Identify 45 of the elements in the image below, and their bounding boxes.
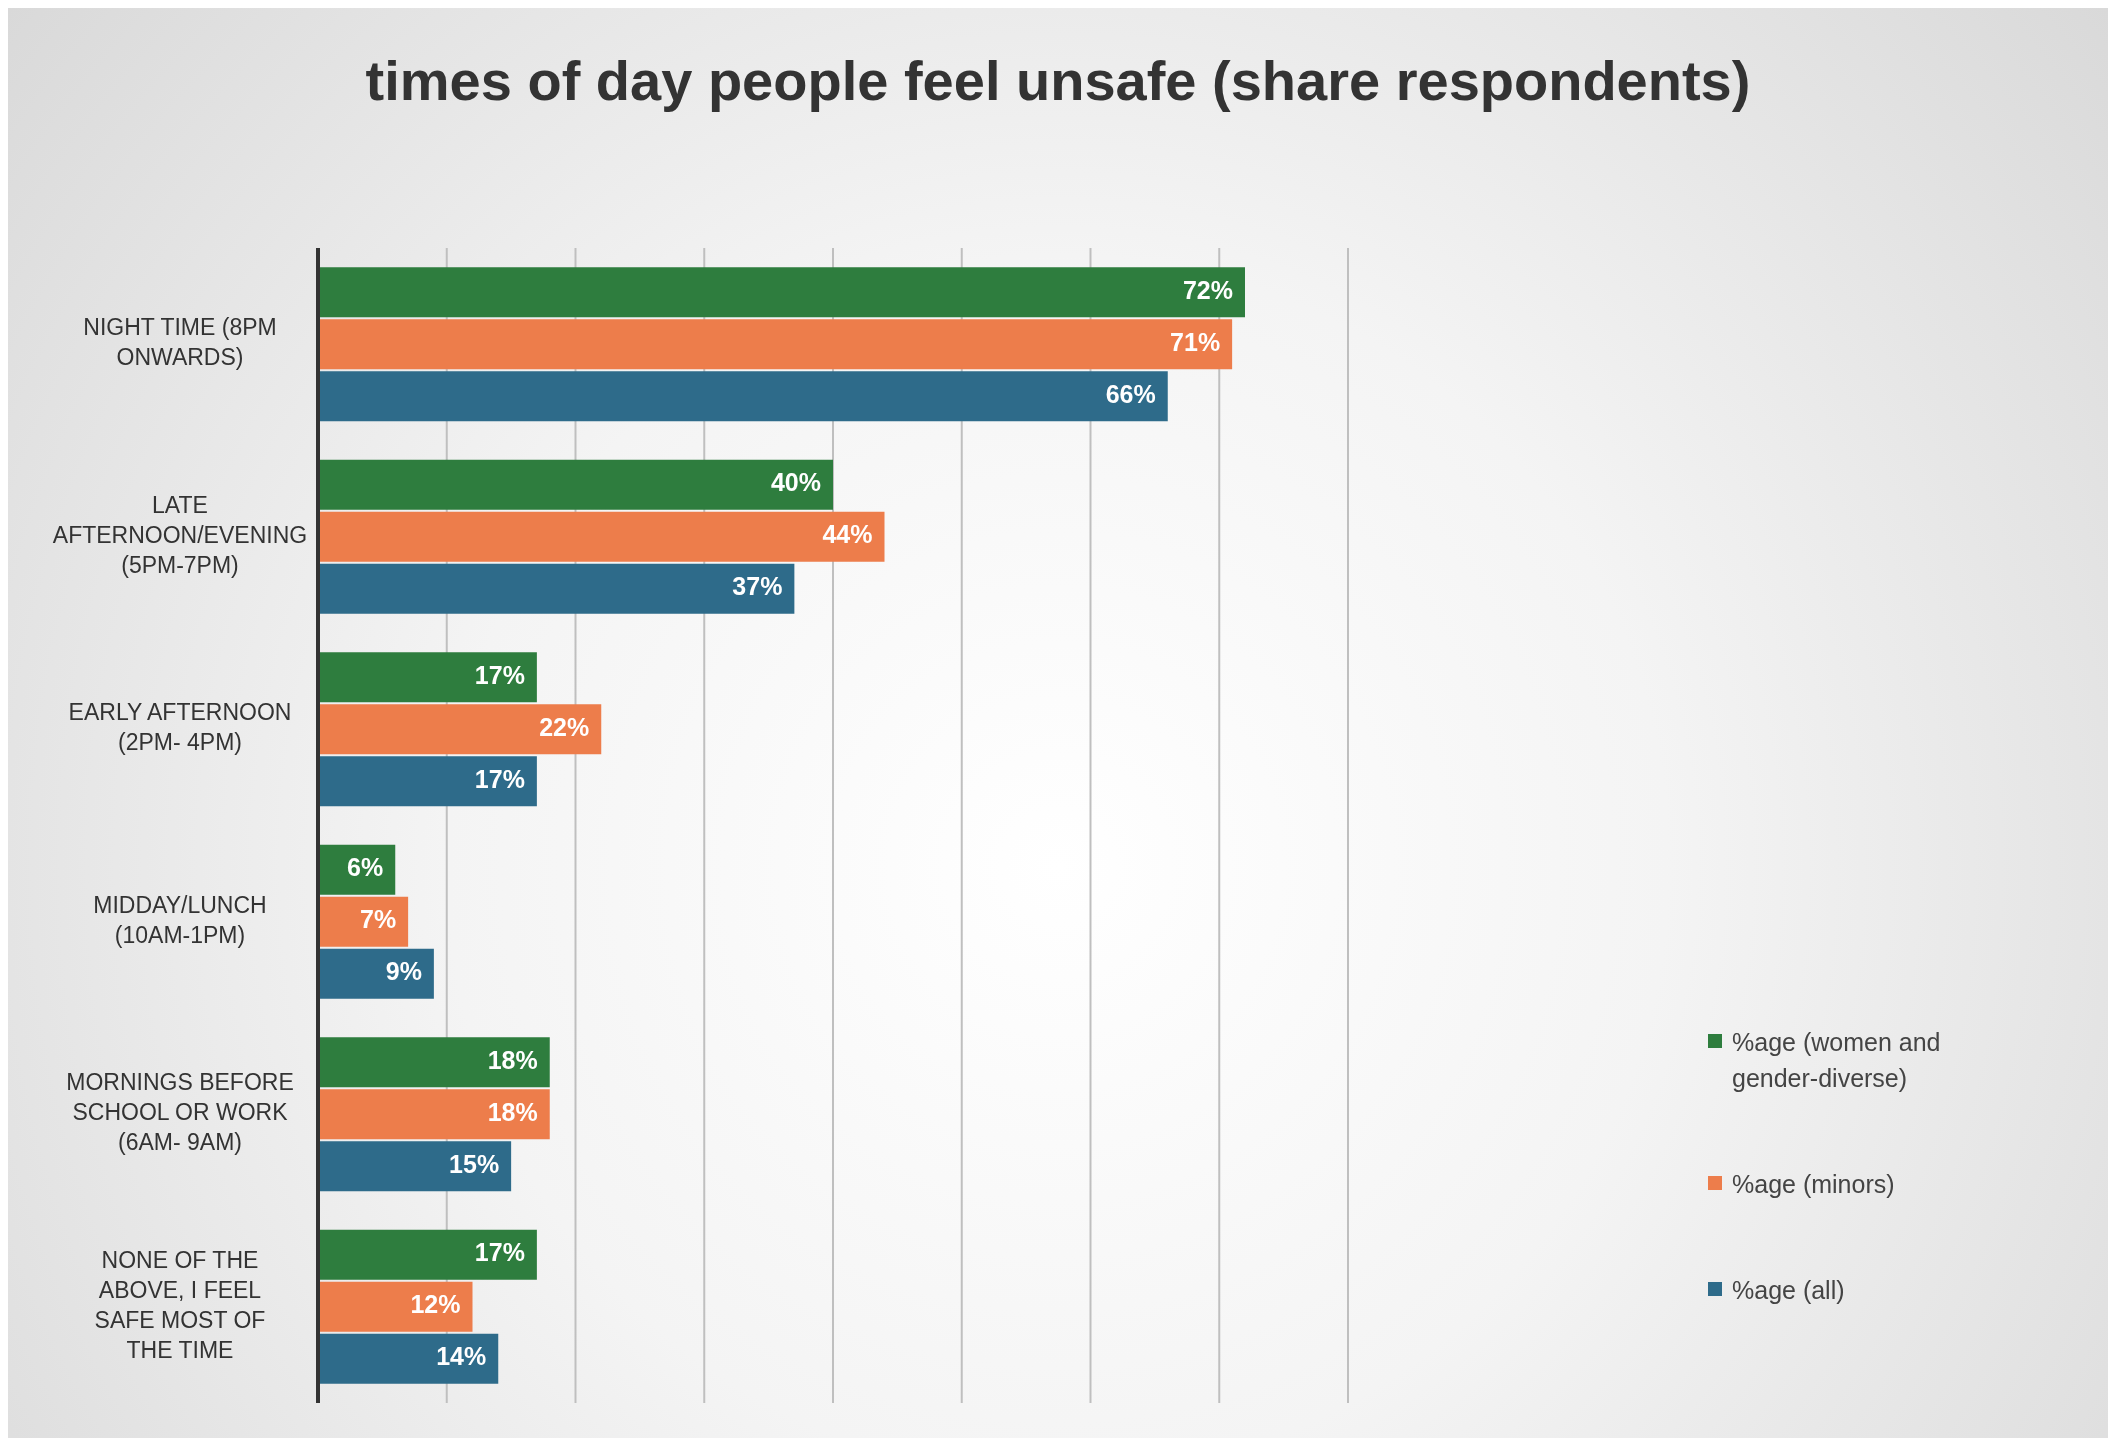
data-label: 17% xyxy=(474,1238,525,1267)
legend-label: %age (women and gender-diverse) xyxy=(1732,1027,1942,1094)
legend-label: %age (minors) xyxy=(1732,1169,1896,1200)
bar xyxy=(318,704,602,755)
data-label: 12% xyxy=(410,1290,461,1319)
y-tick-label: LATE AFTERNOON/EVENING (5PM-7PM) xyxy=(52,491,308,578)
data-label: 15% xyxy=(449,1149,500,1178)
y-tick-label: MORNINGS BEFORE SCHOOL OR WORK (6AM- 9AM) xyxy=(66,1069,294,1156)
data-label: 37% xyxy=(732,572,783,601)
bar xyxy=(318,371,1168,422)
data-label: 18% xyxy=(487,1045,538,1074)
data-label: 18% xyxy=(487,1097,538,1126)
bar xyxy=(318,319,1233,370)
data-label: 9% xyxy=(385,957,422,986)
data-label: 40% xyxy=(770,468,821,497)
bar xyxy=(318,756,537,807)
bar xyxy=(318,1141,512,1192)
y-tick-label: EARLY AFTERNOON (2PM- 4PM) xyxy=(68,699,292,756)
data-label: 7% xyxy=(359,905,397,934)
data-label: 17% xyxy=(474,764,525,793)
bar xyxy=(318,1281,473,1332)
data-label: 44% xyxy=(822,520,873,549)
data-label: 22% xyxy=(539,712,590,741)
data-label: 71% xyxy=(1170,327,1221,356)
y-tick-label: NIGHT TIME (8PM ONWARDS) xyxy=(83,314,277,371)
data-label: 6% xyxy=(347,853,384,882)
data-label: 14% xyxy=(436,1342,487,1371)
bar xyxy=(318,1229,537,1280)
data-label: 17% xyxy=(474,660,525,689)
data-label: 66% xyxy=(1105,379,1156,408)
bar xyxy=(318,1089,550,1140)
bar xyxy=(318,563,795,614)
chart-title: times of day people feel unsafe (share respondents) xyxy=(364,48,1752,114)
bar xyxy=(318,459,833,510)
bar xyxy=(318,1037,550,1088)
y-tick-label: MIDDAY/LUNCH (10AM-1PM) xyxy=(93,891,267,948)
bar xyxy=(318,1333,499,1384)
legend-label: %age (all) xyxy=(1732,1275,1846,1306)
bar xyxy=(318,896,409,947)
bar xyxy=(318,948,434,999)
bar xyxy=(318,511,885,562)
bar xyxy=(318,652,537,703)
y-tick-label: NONE OF THE ABOVE, I FEEL SAFE MOST OF THE TIME xyxy=(94,1246,266,1363)
bar xyxy=(318,267,1245,318)
data-label: 72% xyxy=(1182,275,1233,304)
